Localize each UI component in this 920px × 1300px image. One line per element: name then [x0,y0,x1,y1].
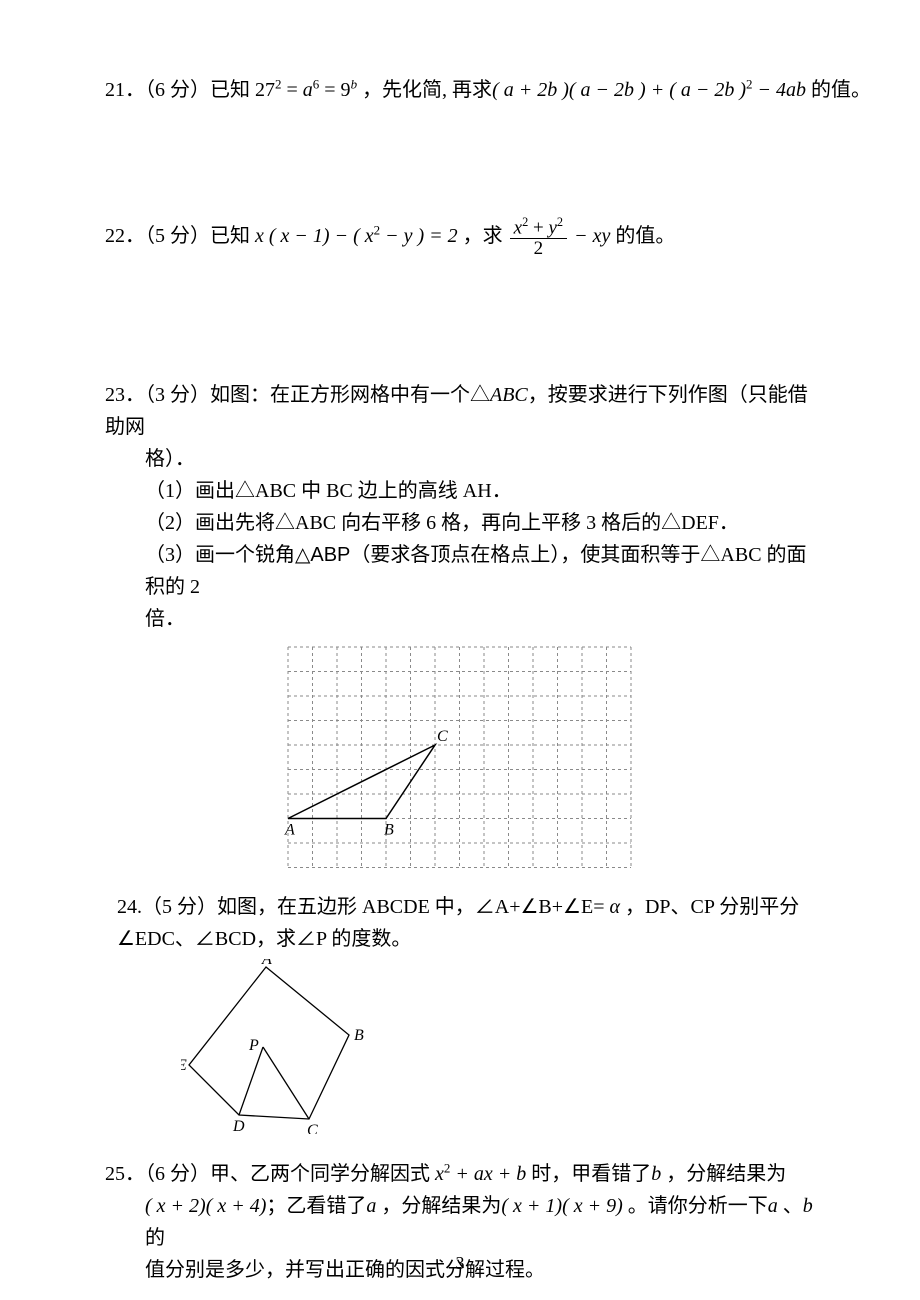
p25-num: 25． [105,1163,145,1185]
page-number: 3 [0,1249,920,1278]
problem-22: 22．（5 分）已知 x ( x − 1) − ( x2 − y ) = 2 ，… [105,216,815,259]
p25-e1: x2 + ax + b [435,1163,526,1185]
p23-num: 23． [105,384,145,406]
p22-suffix: 的值。 [610,225,675,247]
p25-l2c: ，分解结果为 [376,1195,501,1217]
p21-suffix: 的值。 [806,79,871,101]
p24-alpha: α [609,896,620,918]
p24-points: （5 分） [142,896,217,918]
problem-21: 21．（6 分）已知 272 = a6 = 9b ，先化简, 再求( a + 2… [105,74,815,106]
p21-expr2: ( a + 2b )( a − 2b ) + ( a − 2b )2 − 4ab [492,79,806,101]
grid-svg: A B C [280,639,640,875]
svg-text:E: E [181,1057,187,1074]
p23-item2: （2）画出先将△ABC 向右平移 6 格，再向上平移 3 格后的△DEF． [105,507,815,539]
p24-figure: A B E D C P [181,959,815,1144]
p23-grid-figure: A B C [105,639,815,875]
p24-num: 24. [117,896,142,918]
p21-line1: 21．（6 分）已知 272 = a6 = 9b ，先化简, 再求( a + 2… [105,74,815,106]
svg-text:P: P [248,1037,259,1054]
p25-line1: 25．（6 分）甲、乙两个同学分解因式 x2 + ax + b 时，甲看错了b … [105,1158,815,1190]
svg-text:C: C [307,1122,318,1134]
p22-num: 22． [105,225,145,247]
page-content: 21．（6 分）已知 272 = a6 = 9b ，先化简, 再求( a + 2… [0,0,920,1286]
p24-l1b: ，DP、CP 分别平分 [620,896,799,918]
p25-a2: a [768,1195,778,1217]
p25-line2: ( x + 2)( x + 4)；乙看错了a ，分解结果为( x + 1)( x… [105,1190,815,1254]
p25-l1a: 甲、乙两个同学分解因式 [210,1163,435,1185]
p25-points: （6 分） [145,1163,210,1185]
p23-item3a: （3）画一个锐角△ABP（要求各顶点在格点上），使其面积等于△ABC 的面积的 … [105,539,815,603]
p23-item1: （1）画出△ABC 中 BC 边上的高线 AH． [105,475,815,507]
p21-expr1: 272 = a6 = 9b [255,79,357,101]
svg-text:A: A [284,822,295,839]
problem-24: 24.（5 分）如图，在五边形 ABCDE 中，∠A+∠B+∠E= α ，DP、… [117,891,815,1144]
svg-text:B: B [354,1027,364,1044]
p23-line1c: 格）． [105,443,815,475]
p22-frac: x2 + y2 2 [510,216,567,259]
p21-prefix: 已知 [210,79,250,101]
p24-line1: 24.（5 分）如图，在五边形 ABCDE 中，∠A+∠B+∠E= α ，DP、… [117,891,815,923]
p23-points: （3 分） [145,384,210,406]
p25-l1b: 时，甲看错了 [526,1163,651,1185]
p25-b2: b [803,1195,813,1217]
p24-l1a: 如图，在五边形 ABCDE 中，∠A+∠B+∠E= [217,896,609,918]
svg-text:B: B [384,822,394,839]
p22-points: （5 分） [145,225,210,247]
p25-b: b [651,1163,661,1185]
p22-line1: 22．（5 分）已知 x ( x − 1) − ( x2 − y ) = 2 ，… [105,216,815,259]
p25-a: a [366,1195,376,1217]
p23-item3c: 倍． [105,603,815,635]
p23-l1a: 如图：在正方形网格中有一个△ [210,384,490,406]
p22-prefix: 已知 [210,225,255,247]
p25-l2a: ( x + 2)( x + 4) [145,1195,266,1217]
p23-line1: 23．（3 分）如图：在正方形网格中有一个△ABC，按要求进行下列作图（只能借助… [105,379,815,443]
p23-abc: ABC [490,384,528,406]
p25-l1c: ，分解结果为 [661,1163,786,1185]
p25-l2d: 。请你分析一下 [623,1195,768,1217]
p21-num: 21． [105,79,145,101]
svg-text:C: C [437,728,448,745]
svg-text:D: D [232,1118,245,1134]
p22-mid: ，求 [463,225,503,247]
p25-e2: ( x + 1)( x + 9) [501,1195,622,1217]
p25-l2b: ；乙看错了 [266,1195,366,1217]
p24-line2: ∠EDC、∠BCD，求∠P 的度数。 [117,923,815,955]
problem-23: 23．（3 分）如图：在正方形网格中有一个△ABC，按要求进行下列作图（只能借助… [105,379,815,875]
p25-l2e: 的 [145,1227,165,1249]
pentagon-svg: A B E D C P [181,959,381,1134]
p22-after: − xy [569,225,610,247]
p22-lhs: x ( x − 1) − ( x2 − y ) = 2 [255,225,458,247]
p21-mid: ，先化简, 再求 [362,79,492,101]
p25-sep: 、 [778,1195,803,1217]
svg-text:A: A [261,959,272,968]
p21-points: （6 分） [145,79,210,101]
